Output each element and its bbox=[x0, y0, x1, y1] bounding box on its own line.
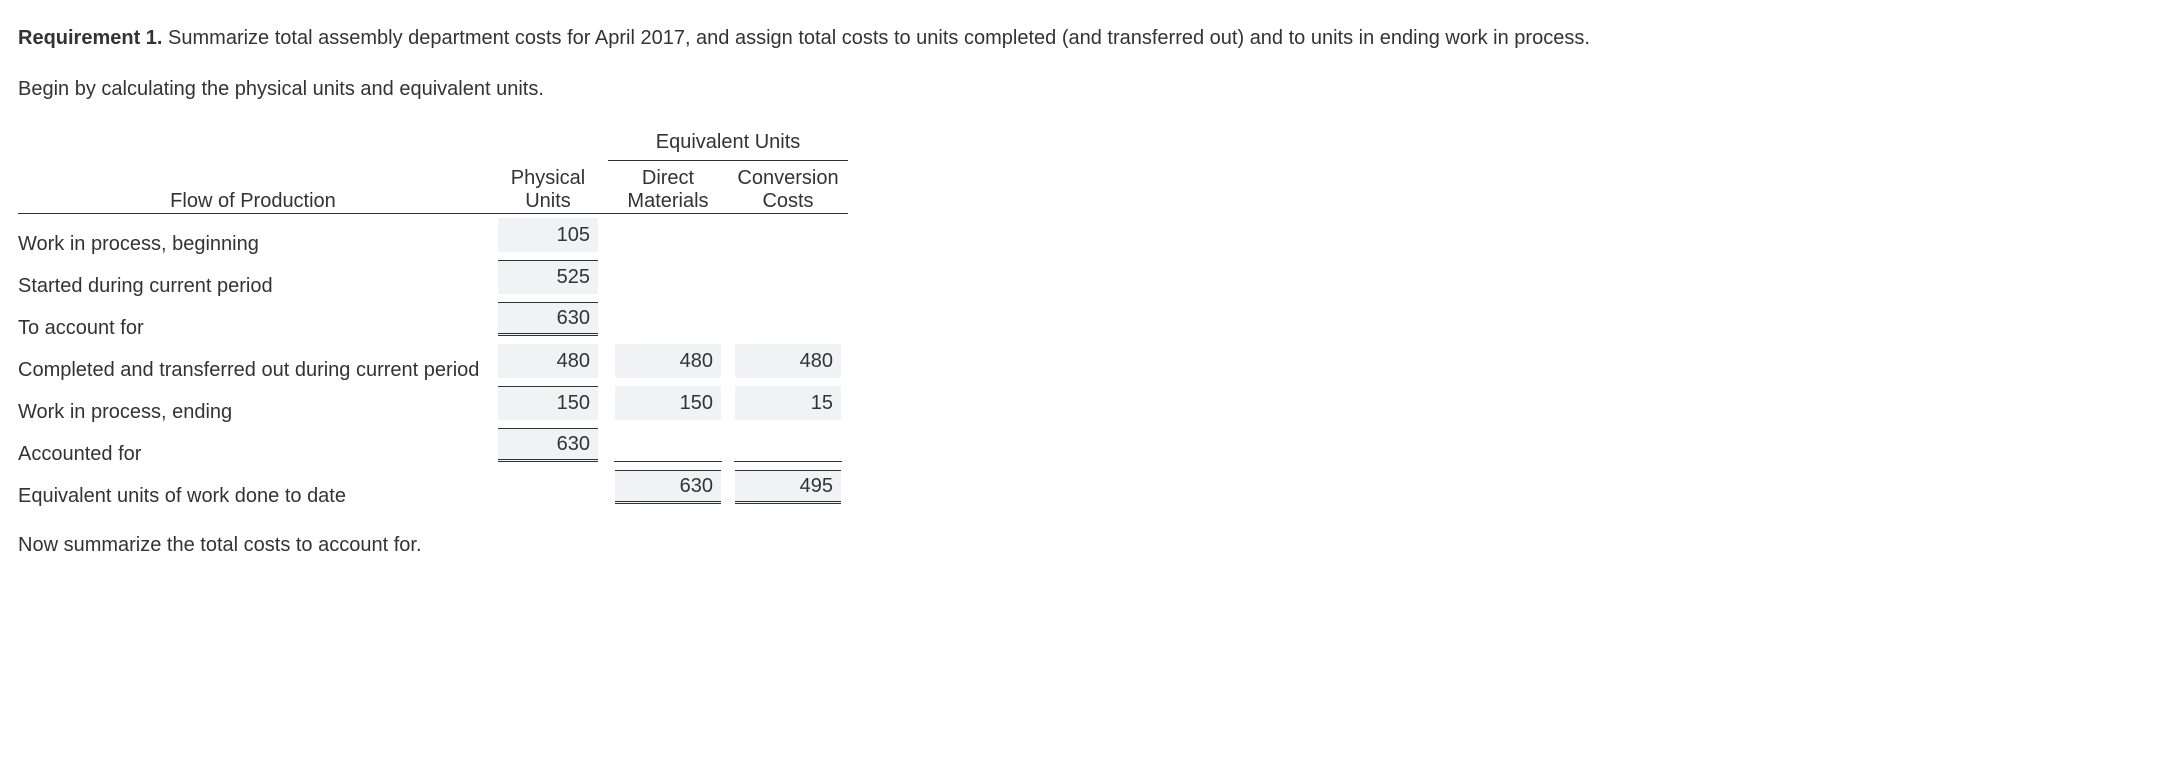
row-label: Accounted for bbox=[18, 424, 488, 466]
started-phys-input[interactable] bbox=[498, 260, 598, 294]
requirement-line: Requirement 1. Summarize total assembly … bbox=[18, 24, 2150, 52]
accounted-phys-input[interactable] bbox=[498, 428, 598, 462]
col-flow-header: Flow of Production bbox=[18, 190, 488, 214]
col-cc-header-1: Conversion bbox=[728, 167, 848, 190]
wip-end-dm-input[interactable] bbox=[615, 386, 721, 420]
table-row: Equivalent units of work done to date bbox=[18, 466, 848, 508]
col-cc-header-2: Costs bbox=[728, 190, 848, 214]
eq-done-dm-input[interactable] bbox=[615, 470, 721, 504]
row-label: Equivalent units of work done to date bbox=[18, 466, 488, 508]
completed-dm-input[interactable] bbox=[615, 344, 721, 378]
completed-cc-input[interactable] bbox=[735, 344, 841, 378]
requirement-label: Requirement 1. bbox=[18, 27, 162, 49]
requirement-text: Summarize total assembly department cost… bbox=[168, 27, 1590, 49]
flow-of-production-table: Equivalent Units Physical Direct Convers… bbox=[18, 131, 848, 508]
row-label: Work in process, beginning bbox=[18, 214, 488, 257]
row-label: Started during current period bbox=[18, 256, 488, 298]
col-physical-header-2: Units bbox=[488, 190, 608, 214]
table-row: Work in process, beginning bbox=[18, 214, 848, 257]
row-label: To account for bbox=[18, 298, 488, 340]
row-label: Completed and transferred out during cur… bbox=[18, 340, 488, 382]
wip-end-cc-input[interactable] bbox=[735, 386, 841, 420]
row-label: Work in process, ending bbox=[18, 382, 488, 424]
table-row: Work in process, ending bbox=[18, 382, 848, 424]
eq-done-cc-input[interactable] bbox=[735, 470, 841, 504]
table-row: Started during current period bbox=[18, 256, 848, 298]
col-dm-header-1: Direct bbox=[608, 167, 728, 190]
wip-end-phys-input[interactable] bbox=[498, 386, 598, 420]
table-row: To account for bbox=[18, 298, 848, 340]
instruction-line: Begin by calculating the physical units … bbox=[18, 78, 2150, 101]
equivalent-units-header: Equivalent Units bbox=[608, 131, 848, 161]
col-physical-header-1: Physical bbox=[488, 167, 608, 190]
wip-begin-phys-input[interactable] bbox=[498, 218, 598, 252]
col-dm-header-2: Materials bbox=[608, 190, 728, 214]
to-account-phys-input[interactable] bbox=[498, 302, 598, 336]
footer-instruction: Now summarize the total costs to account… bbox=[18, 534, 2150, 557]
table-row: Accounted for bbox=[18, 424, 848, 466]
table-row: Completed and transferred out during cur… bbox=[18, 340, 848, 382]
completed-phys-input[interactable] bbox=[498, 344, 598, 378]
